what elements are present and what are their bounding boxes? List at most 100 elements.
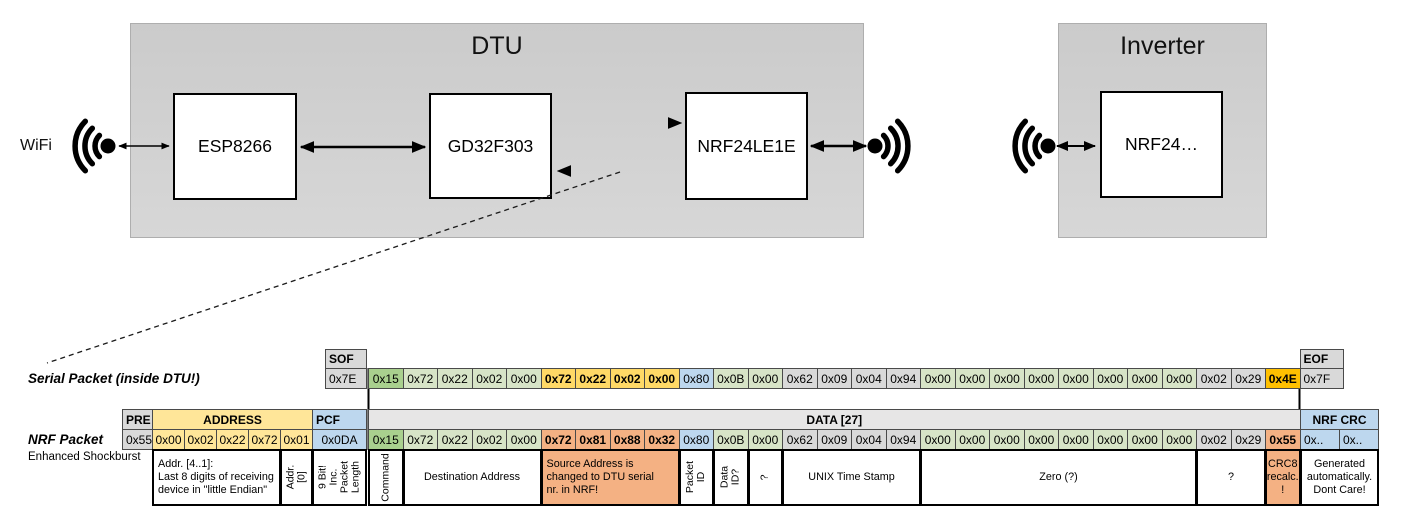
nrf24le1e-box: NRF24LE1E <box>685 92 808 200</box>
serial-byte: 0x00 <box>1161 368 1197 389</box>
zero-note: Zero (?) <box>920 449 1197 506</box>
nrf-byte: 0x00 <box>1092 429 1128 450</box>
dtu-title: DTU <box>471 32 523 60</box>
nrf-crc-byte: 0x.. <box>1300 429 1340 450</box>
nrf-byte: 0x15 <box>368 429 404 450</box>
nrf-byte: 0x29 <box>1230 429 1266 450</box>
nrf-byte: 0x02 <box>1196 429 1232 450</box>
addr-4-1-note: Addr. [4..1]: Last 8 digits of receiving… <box>152 449 281 506</box>
serial-byte: 0x00 <box>747 368 783 389</box>
serial-byte: 0x72 <box>540 368 576 389</box>
addr-0-note: Addr.[0] <box>280 449 313 506</box>
sof-byte: 0x7E <box>325 368 367 389</box>
serial-byte: 0x15 <box>368 368 404 389</box>
pcf-header: PCF <box>312 409 367 430</box>
nrf-byte: 0x80 <box>678 429 714 450</box>
unknown-tail-note: ? <box>1196 449 1266 506</box>
serial-byte: 0x02 <box>1196 368 1232 389</box>
serial-byte: 0x00 <box>989 368 1025 389</box>
wifi-label: WiFi <box>20 137 52 154</box>
eof-byte: 0x7F <box>1299 368 1344 389</box>
pre-header: PRE <box>122 409 153 430</box>
nrf-byte: 0x00 <box>1023 429 1059 450</box>
nrf-byte: 0x72 <box>402 429 438 450</box>
nrf-byte: 0x00 <box>954 429 990 450</box>
inverter-nrf24-box: NRF24… <box>1100 91 1223 198</box>
nrf-byte: 0x02 <box>471 429 507 450</box>
nrf-byte: 0x32 <box>644 429 680 450</box>
pcf-byte: 0x0DA <box>312 429 367 450</box>
serial-byte: 0x00 <box>1058 368 1094 389</box>
eof-header: EOF <box>1299 349 1344 369</box>
nrf-byte: 0x00 <box>989 429 1025 450</box>
serial-byte: 0x22 <box>437 368 473 389</box>
inverter-nrf24-label: NRF24… <box>1125 134 1198 154</box>
serial-byte: 0x80 <box>678 368 714 389</box>
nrf-byte: 0x00 <box>506 429 542 450</box>
serial-byte: 0x29 <box>1230 368 1266 389</box>
address-byte: 0x00 <box>152 429 185 450</box>
serial-packet-label: Serial Packet (inside DTU!) <box>28 371 200 386</box>
serial-byte: 0x00 <box>506 368 542 389</box>
source-address-note: Source Address is changed to DTU serial … <box>540 449 680 506</box>
command-note: Command <box>368 449 404 506</box>
address-byte: 0x22 <box>216 429 249 450</box>
nrf-crc-header: NRF CRC <box>1300 409 1379 430</box>
address-byte: 0x02 <box>184 429 217 450</box>
wifi-radio-dtu-icon <box>867 118 911 174</box>
address-byte: 0x72 <box>248 429 281 450</box>
serial-byte: 0x00 <box>920 368 956 389</box>
serial-byte: 0x62 <box>782 368 818 389</box>
serial-byte: 0x72 <box>402 368 438 389</box>
pre-byte: 0x55 <box>122 429 153 450</box>
nrf-byte: 0x62 <box>782 429 818 450</box>
nrf-crc-byte: 0x.. <box>1339 429 1379 450</box>
gd32f303-label: GD32F303 <box>447 135 534 156</box>
nrf24le1e-label: NRF24LE1E <box>697 135 796 156</box>
serial-byte: 0x02 <box>471 368 507 389</box>
nrf-byte: 0x55 <box>1265 429 1301 450</box>
nrf-byte: 0x94 <box>885 429 921 450</box>
esp8266-box: ESP8266 <box>173 93 297 200</box>
enhanced-shockburst-label: Enhanced Shockburst <box>28 451 141 463</box>
nrf-byte: 0x88 <box>609 429 645 450</box>
esp8266-label: ESP8266 <box>198 136 272 156</box>
unknown-byte-note: ? <box>747 449 783 506</box>
nrf-byte: 0x00 <box>747 429 783 450</box>
nrf-byte: 0x00 <box>1161 429 1197 450</box>
nrf-packet-label: NRF Packet <box>28 432 104 447</box>
address-byte: 0x01 <box>280 429 313 450</box>
gd32f303-box: GD32F303 <box>429 93 552 199</box>
serial-byte: 0x00 <box>1127 368 1163 389</box>
nrf-byte: 0x00 <box>1058 429 1094 450</box>
wifi-radio-left-icon <box>72 118 116 174</box>
nrf-byte: 0x00 <box>920 429 956 450</box>
serial-byte: 0x00 <box>1092 368 1128 389</box>
address-header: ADDRESS <box>152 409 313 430</box>
serial-byte: 0x00 <box>644 368 680 389</box>
nrf-byte: 0x00 <box>1127 429 1163 450</box>
sof-header: SOF <box>325 349 367 369</box>
destination-address-note: Destination Address <box>402 449 542 506</box>
crc8-note: CRC8 recalc. ! <box>1265 449 1301 506</box>
serial-byte: 0x0B <box>713 368 749 389</box>
pcf-note: 9 Bit! Inc. Packet Length <box>312 449 367 506</box>
packet-id-note: Packet ID <box>678 449 714 506</box>
serial-byte: 0x22 <box>575 368 611 389</box>
serial-byte: 0x94 <box>885 368 921 389</box>
serial-byte: 0x09 <box>816 368 852 389</box>
data-header: DATA [27] <box>368 409 1301 430</box>
nrf-byte: 0x09 <box>816 429 852 450</box>
data-id-note: Data ID? <box>713 449 749 506</box>
nrf-byte: 0x81 <box>575 429 611 450</box>
nrf-crc-note: Generated automatically. Dont Care! <box>1300 449 1379 506</box>
nrf-byte: 0x22 <box>437 429 473 450</box>
serial-byte: 0x02 <box>609 368 645 389</box>
serial-byte: 0x4E <box>1265 368 1301 389</box>
unix-time-stamp-note: UNIX Time Stamp <box>782 449 921 506</box>
inverter-title: Inverter <box>1120 32 1205 60</box>
nrf-byte: 0x0B <box>713 429 749 450</box>
nrf-byte: 0x04 <box>851 429 887 450</box>
serial-byte: 0x00 <box>954 368 990 389</box>
